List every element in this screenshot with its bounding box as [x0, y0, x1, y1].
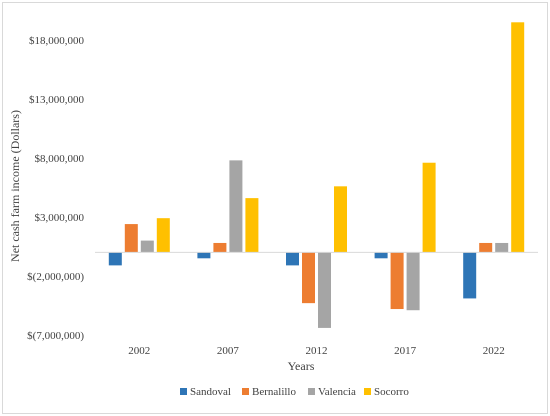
y-axis-title: Net cash farm income (Dollars)	[8, 110, 22, 262]
legend-swatch-socorro	[364, 388, 371, 395]
x-tick-label: 2007	[217, 345, 240, 357]
bar-valencia-2022	[495, 242, 509, 253]
y-tick-label: $18,000,000	[29, 35, 85, 47]
bar-sandoval-2022	[463, 252, 477, 299]
bar-socorro-2022	[511, 22, 525, 253]
y-tick-label: $8,000,000	[35, 153, 85, 165]
bar-bernalillo-2017	[390, 252, 404, 310]
bar-sandoval-2007	[197, 252, 211, 259]
bar-socorro-2007	[245, 198, 259, 253]
y-tick-label: $(2,000,000)	[27, 271, 84, 283]
y-tick-label: $(7,000,000)	[27, 330, 84, 342]
legend-swatch-bernalillo	[242, 388, 249, 395]
legend-swatch-sandoval	[180, 388, 187, 395]
bar-socorro-2017	[422, 162, 436, 253]
bars	[108, 22, 525, 328]
bar-bernalillo-2002	[124, 224, 138, 253]
y-axis-ticks: $18,000,000 $13,000,000 $8,000,000 $3,000,0…	[27, 35, 84, 342]
x-tick-label: 2002	[128, 345, 150, 357]
x-tick-label: 2012	[306, 345, 328, 357]
bar-sandoval-2017	[374, 252, 388, 259]
bar-sandoval-2002	[108, 252, 122, 266]
bar-valencia-2007	[229, 160, 243, 253]
legend-label-bernalillo: Bernalillo	[252, 386, 296, 398]
y-tick-label: $3,000,000	[35, 212, 85, 224]
legend-label-socorro: Socorro	[374, 386, 409, 398]
bar-valencia-2017	[406, 252, 420, 311]
bar-socorro-2002	[156, 218, 170, 253]
x-axis-ticks: 2002 2007 2012 2017 2022	[128, 345, 504, 357]
x-tick-label: 2017	[394, 345, 417, 357]
bar-bernalillo-2022	[479, 242, 493, 253]
y-tick-label: $13,000,000	[29, 94, 85, 106]
legend-label-valencia: Valencia	[318, 386, 356, 398]
legend: Sandoval Bernalillo Valencia Socorro	[180, 386, 409, 398]
bar-bernalillo-2012	[302, 252, 315, 304]
bar-bernalillo-2007	[213, 242, 227, 253]
x-tick-label: 2022	[483, 345, 505, 357]
bar-valencia-2002	[140, 240, 154, 253]
legend-label-sandoval: Sandoval	[190, 386, 231, 398]
x-axis-title: Years	[288, 359, 315, 373]
bar-socorro-2012	[334, 186, 347, 253]
bar-valencia-2012	[318, 252, 331, 328]
legend-swatch-valencia	[308, 388, 315, 395]
bar-sandoval-2012	[286, 252, 299, 266]
